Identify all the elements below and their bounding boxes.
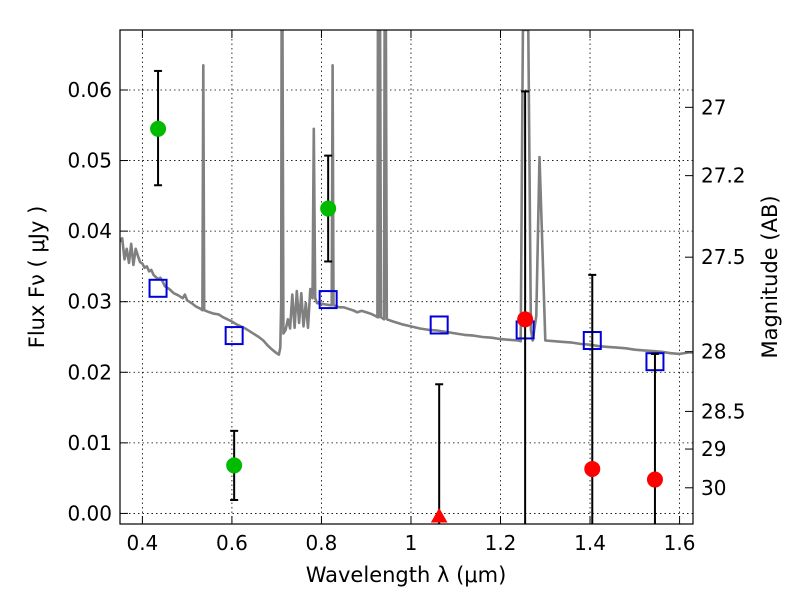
plot-area <box>120 30 693 356</box>
y2-axis-label: Magnitude (AB) <box>758 195 782 358</box>
non-detection-point <box>646 471 663 488</box>
model-photometry-square <box>318 290 338 310</box>
x-tick-label: 1.2 <box>485 531 517 555</box>
y-tick-label: 0.01 <box>67 431 112 455</box>
grid-lines <box>120 30 693 524</box>
x-tick-label: 1 <box>405 531 418 555</box>
detection-point <box>320 200 337 217</box>
y2-tick-label: 28 <box>701 340 726 364</box>
x-tick-label: 0.6 <box>216 531 248 555</box>
non-detection-point <box>517 311 534 328</box>
y2-tick-label: 28.5 <box>701 399 746 423</box>
plot-frame <box>119 29 694 525</box>
x-axis-label: Wavelength λ (μm) <box>306 563 507 587</box>
y-tick-label: 0.06 <box>67 78 112 102</box>
y-tick-label: 0.02 <box>67 360 112 384</box>
y-tick-label: 0.03 <box>67 290 112 314</box>
model-photometry-square <box>148 278 168 298</box>
y2-tick-label: 27.5 <box>701 245 746 269</box>
markers-layer <box>148 69 665 524</box>
y2-tick-label: 27.2 <box>701 164 746 188</box>
upper-limit-triangle <box>430 507 448 523</box>
model-spectrum-line <box>120 30 693 356</box>
non-detection-point <box>584 460 601 477</box>
x-tick-label: 0.8 <box>306 531 338 555</box>
y2-tick-label: 29 <box>701 437 726 461</box>
y2-tick-label: 27 <box>701 95 726 119</box>
detection-point <box>150 120 167 137</box>
model-photometry-square <box>429 315 449 335</box>
model-photometry-square <box>224 326 244 346</box>
detection-point <box>226 457 243 474</box>
y-tick-label: 0.00 <box>67 501 112 525</box>
y2-tick-label: 30 <box>701 476 726 500</box>
plot-background <box>120 30 693 524</box>
x-tick-label: 1.4 <box>574 531 606 555</box>
axis-ticks: 0.4 0.6 0.8 1 1.2 1.4 1.6 0.00 0.01 0.02 0.03 0.04 0… <box>67 30 746 555</box>
y-tick-label: 0.04 <box>67 219 112 243</box>
y-tick-label: 0.05 <box>67 149 112 173</box>
x-tick-label: 0.4 <box>126 531 158 555</box>
x-tick-label: 1.6 <box>664 531 696 555</box>
y-axis-label: Flux Fν ( μJy ) <box>25 206 49 349</box>
series-layer <box>120 30 693 356</box>
